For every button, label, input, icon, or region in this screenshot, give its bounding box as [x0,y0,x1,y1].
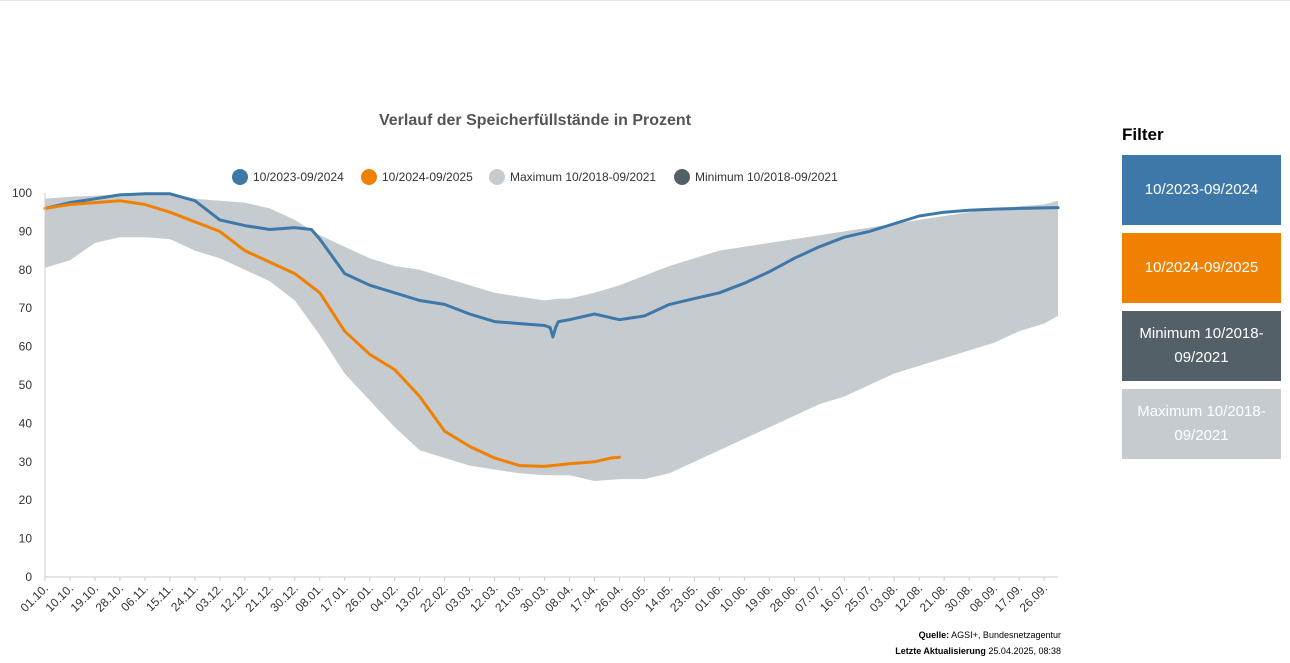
y-tick-label: 20 [19,493,33,507]
y-tick-label: 80 [19,263,33,277]
x-tick-label: 08.09. [967,581,1000,614]
legend-item[interactable]: 10/2024-09/2025 [361,169,473,185]
chart-legend: 10/2023-09/2024 10/2024-09/2025 Maximum 10… [232,169,838,185]
legend-item[interactable]: Maximum 10/2018-09/2021 [489,169,656,185]
y-tick-label: 50 [19,378,33,392]
y-tick-label: 30 [19,455,33,469]
legend-label: 10/2024-09/2025 [382,170,473,184]
y-tick-label: 10 [19,532,33,546]
legend-marker [489,169,505,185]
y-tick-label: 100 [12,186,32,200]
plot-area [43,192,1060,482]
legend-marker [674,169,690,185]
filter-button-minimum[interactable]: Minimum 10/2018-09/2021 [1122,311,1281,381]
legend-item[interactable]: 10/2023-09/2024 [232,169,344,185]
legend-marker [232,169,248,185]
filter-panel: Filter 10/2023-09/2024 10/2024-09/2025 M… [1122,124,1281,467]
x-axis: 01.10.10.10.19.10.28.10.06.11.15.11.24.1… [18,576,1058,615]
legend-label: 10/2023-09/2024 [253,170,344,184]
x-tick-label: 30.03. [517,581,550,614]
chart-title: Verlauf der Speicherfüllstände in Prozen… [379,112,692,129]
update-value: 25.04.2025, 08:38 [988,646,1061,656]
x-tick-label: 19.10. [68,581,101,614]
x-tick-label: 28.10. [93,581,126,614]
source-value: AGSI+, Bundesnetzagentur [951,630,1061,640]
y-tick-label: 0 [25,570,32,584]
x-tick-label: 06.11. [118,581,151,614]
x-tick-label: 26.09. [1017,581,1050,614]
y-tick-label: 90 [19,224,33,238]
legend-marker [361,169,377,185]
y-tick-label: 60 [19,340,33,354]
x-tick-label: 14.05. [642,581,675,614]
series-line-2 [43,199,621,468]
filter-button-2023-2024[interactable]: 10/2023-09/2024 [1122,155,1281,225]
fill-level-chart: Verlauf der Speicherfüllstände in Prozen… [12,112,1060,615]
update-label: Letzte Aktualisierung [895,646,986,656]
legend-label: Minimum 10/2018-09/2021 [695,170,838,184]
y-axis: 0 10 20 30 40 50 60 70 80 90 100 [12,186,46,584]
filter-title: Filter [1122,125,1164,144]
source-label: Quelle: [918,630,950,640]
y-tick-label: 70 [19,301,33,315]
update-line: Letzte Aktualisierung 25.04.2025, 08:38 [895,646,1061,656]
legend-item[interactable]: Minimum 10/2018-09/2021 [674,169,838,185]
series-line-1 [43,192,1060,339]
top-border [0,0,1290,1]
x-tick-label: 13.02. [392,581,425,614]
source-line: Quelle: AGSI+, Bundesnetzagentur [919,630,1061,640]
x-tick-label: 15.11. [143,581,176,614]
filter-button-2024-2025[interactable]: 10/2024-09/2025 [1122,233,1281,303]
x-tick-label: 08.01. [292,581,325,614]
filter-button-maximum[interactable]: Maximum 10/2018-09/2021 [1122,389,1281,459]
legend-label: Maximum 10/2018-09/2021 [510,170,656,184]
y-tick-label: 40 [19,416,33,430]
